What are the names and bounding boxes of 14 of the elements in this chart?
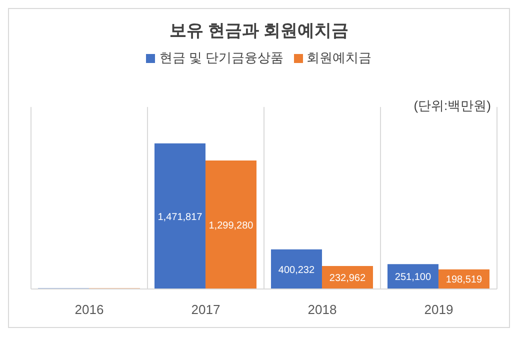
legend-label: 현금 및 단기금융상품 — [159, 50, 284, 65]
data-label: 198,519 — [446, 274, 482, 286]
legend-label: 회원예치금 — [306, 50, 372, 65]
x-tick-label: 2019 — [424, 302, 454, 318]
chart-title: 보유 현금과 회원예치금 — [168, 20, 350, 42]
x-tick-label: 2017 — [191, 302, 220, 318]
x-tick-label: 2016 — [74, 302, 104, 318]
data-label: 251,100 — [394, 272, 432, 284]
data-label: 1,299,280 — [208, 220, 254, 232]
text: (단위:백만원) — [414, 97, 491, 115]
data-label: 400,232 — [278, 264, 315, 276]
data-label: 1,471,817 — [158, 212, 203, 223]
x-tick-label: 2018 — [308, 302, 337, 318]
data-label: 232,962 — [329, 273, 366, 284]
